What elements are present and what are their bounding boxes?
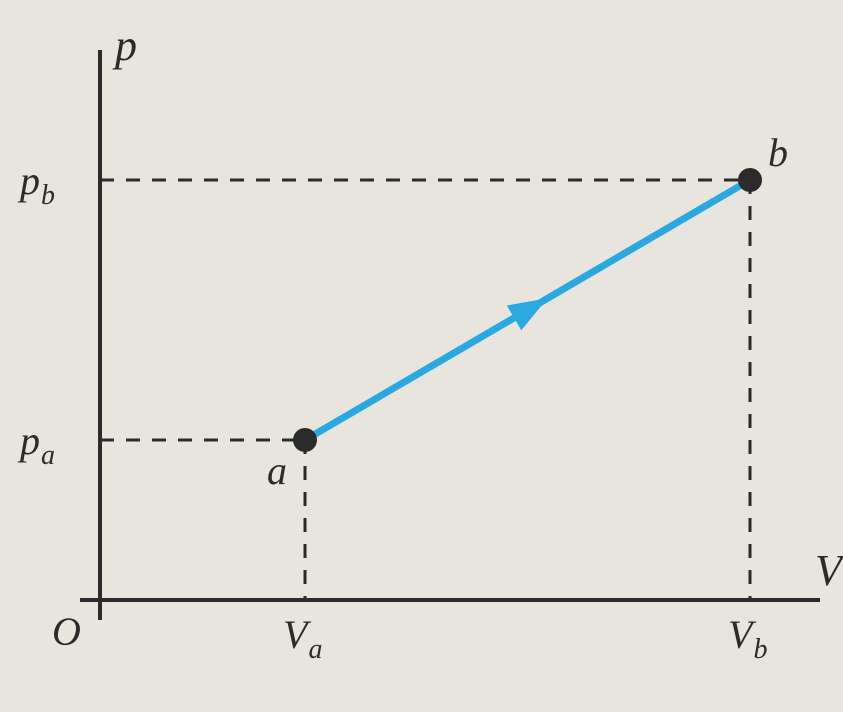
point-a-label: a (267, 448, 287, 493)
chart-svg: p V O pb pa Va Vb a b (0, 0, 843, 712)
point-a (293, 428, 317, 452)
process-arrowhead-icon (507, 298, 548, 330)
y-axis-label: p (112, 21, 137, 70)
tick-pa: pa (17, 418, 55, 471)
tick-pb: pb (17, 158, 55, 211)
tick-vb: Vb (728, 612, 767, 665)
tick-va: Va (283, 612, 322, 665)
origin-label: O (52, 609, 81, 654)
pv-diagram: p V O pb pa Va Vb a b (0, 0, 843, 712)
point-b (738, 168, 762, 192)
point-b-label: b (768, 130, 788, 175)
x-axis-label: V (815, 546, 843, 595)
